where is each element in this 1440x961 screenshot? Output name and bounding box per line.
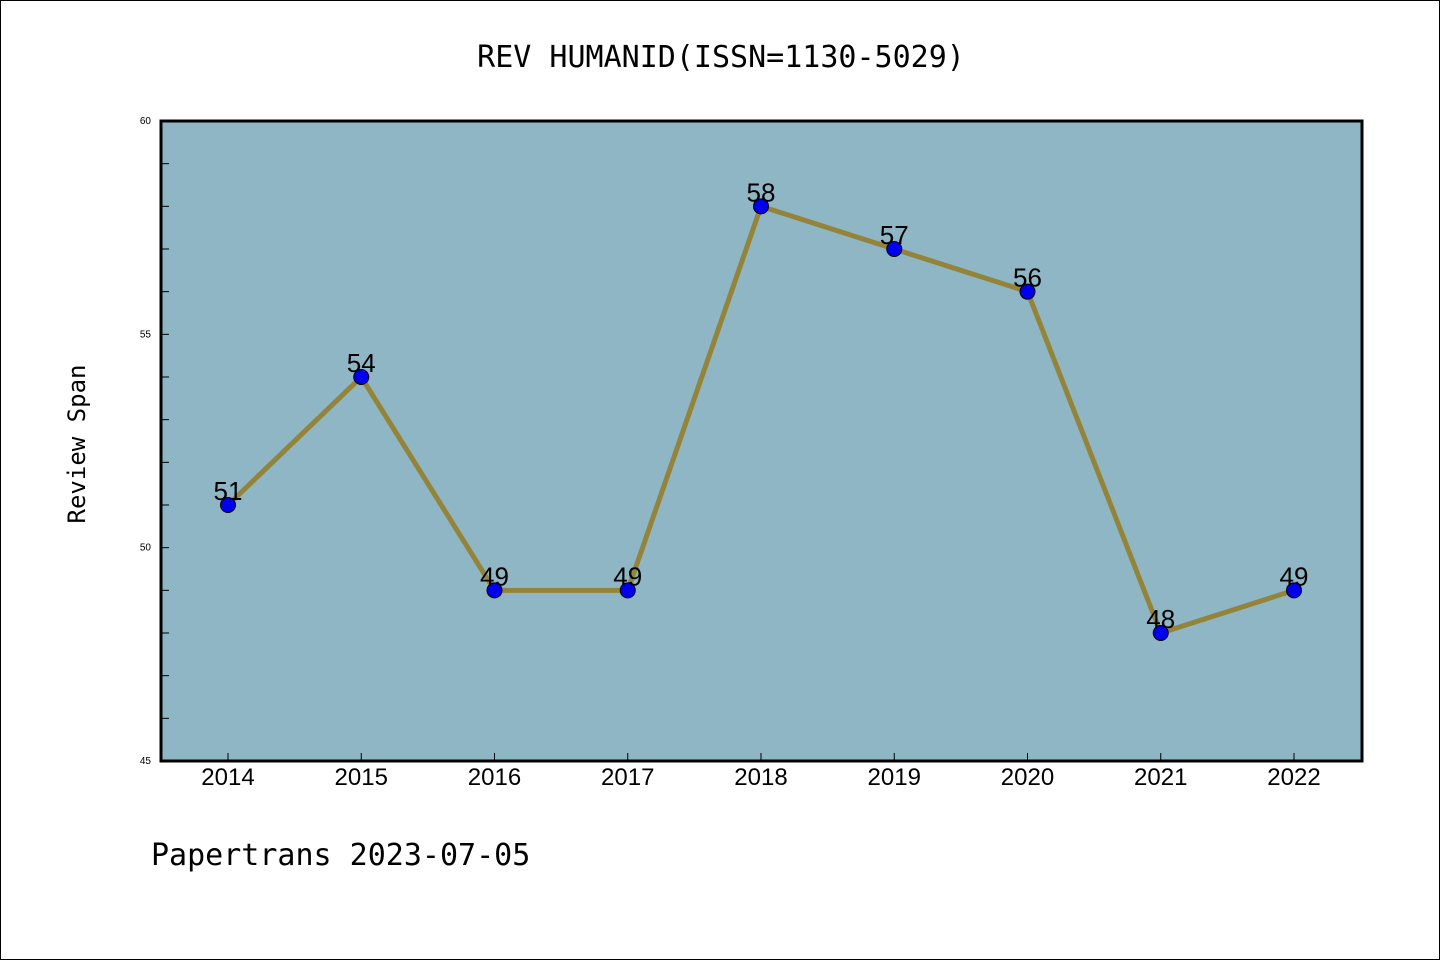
data-point xyxy=(353,369,370,385)
y-tick-label: 50 xyxy=(140,543,152,554)
data-point xyxy=(886,241,903,257)
x-tick-label: 2017 xyxy=(601,764,654,791)
x-tick-label: 2020 xyxy=(1001,764,1054,791)
data-label: 56 xyxy=(1013,263,1042,293)
x-tick-label: 2018 xyxy=(734,764,787,791)
data-points xyxy=(220,198,1302,641)
data-label: 49 xyxy=(613,561,642,591)
x-tick-label: 2014 xyxy=(201,764,254,791)
data-label: 48 xyxy=(1146,604,1175,634)
x-tick-label: 2021 xyxy=(1134,764,1187,791)
data-point xyxy=(1152,625,1169,641)
data-point xyxy=(486,582,503,599)
y-tick-label: 55 xyxy=(140,329,152,340)
plot-area xyxy=(161,121,1362,761)
data-point xyxy=(1286,582,1302,599)
data-label: 58 xyxy=(747,177,776,207)
x-tick-label: 2016 xyxy=(468,764,521,791)
data-point xyxy=(220,497,236,513)
footer-text: Papertrans 2023-07-05 xyxy=(151,838,530,873)
data-label: 49 xyxy=(480,561,509,591)
data-label: 51 xyxy=(214,476,243,506)
data-point xyxy=(1019,283,1036,300)
x-tick-label: 2019 xyxy=(868,764,921,791)
data-label: 57 xyxy=(880,220,909,250)
y-tick-label: 60 xyxy=(140,116,152,127)
data-point xyxy=(753,198,769,215)
y-axis-label: Review Span xyxy=(63,365,91,524)
x-tick-label: 2015 xyxy=(335,764,388,791)
y-tick-label: 45 xyxy=(140,756,152,767)
data-label: 54 xyxy=(347,348,376,378)
x-tick-label: 2022 xyxy=(1267,764,1320,791)
x-axis: 2014 2015 2016 2017 2018 2019 2020 2021 2022 xyxy=(201,753,1321,791)
data-point xyxy=(619,582,636,599)
data-labels: 51 54 49 49 58 57 56 48 49 xyxy=(214,177,1309,634)
plot-border xyxy=(159,119,1364,763)
data-label: 49 xyxy=(1280,561,1309,591)
chart-title: REV HUMANID(ISSN=1130-5029) xyxy=(477,40,965,75)
